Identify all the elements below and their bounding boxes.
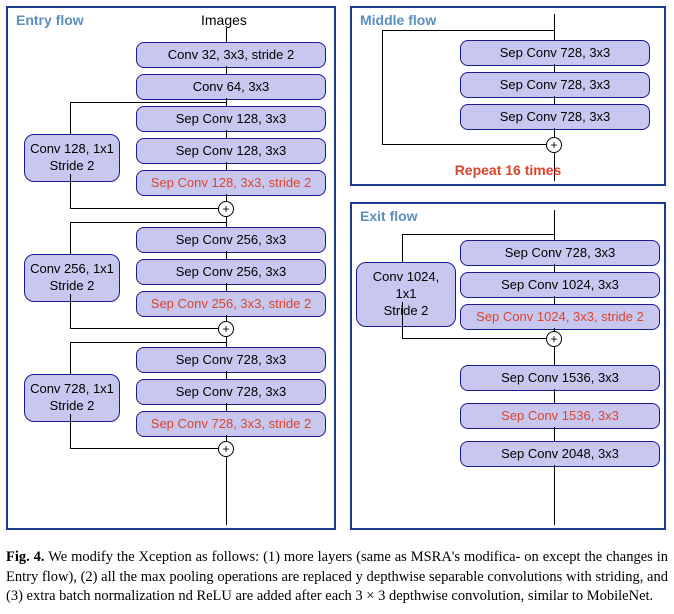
- line: [402, 234, 403, 262]
- line: [226, 251, 227, 259]
- block-sep256s: Sep Conv 256, 3x3, stride 2: [136, 291, 326, 317]
- side-conv1024: Conv 1024, 1x1 Stride 2: [356, 262, 456, 327]
- line: [554, 465, 555, 525]
- line: [70, 102, 226, 103]
- line: [226, 403, 227, 411]
- line: [402, 234, 554, 235]
- line: [226, 337, 227, 347]
- mid-block-c: Sep Conv 728, 3x3: [460, 104, 650, 130]
- middle-flow-title: Middle flow: [360, 12, 436, 28]
- plus-icon: +: [218, 441, 234, 457]
- line: [70, 174, 71, 208]
- block-sep128b: Sep Conv 128, 3x3: [136, 138, 326, 164]
- mid-block-b: Sep Conv 728, 3x3: [460, 72, 650, 98]
- exit-block-sep1024s: Sep Conv 1024, 3x3, stride 2: [460, 304, 660, 330]
- line: [226, 66, 227, 74]
- line: [554, 427, 555, 441]
- plus-icon: +: [218, 201, 234, 217]
- line: [226, 130, 227, 138]
- exit-block-sep2048: Sep Conv 2048, 3x3: [460, 441, 660, 467]
- caption-text: We modify the Xception as follows: (1) m…: [6, 549, 668, 604]
- line: [554, 64, 555, 72]
- line: [70, 222, 226, 223]
- line: [70, 208, 218, 209]
- exit-block-sep728: Sep Conv 728, 3x3: [460, 240, 660, 266]
- line: [554, 389, 555, 403]
- plus-icon: +: [546, 137, 562, 153]
- side-conv728: Conv 728, 1x1 Stride 2: [24, 374, 120, 422]
- plus-icon: +: [218, 321, 234, 337]
- block-conv32: Conv 32, 3x3, stride 2: [136, 42, 326, 68]
- line: [554, 347, 555, 365]
- line: [226, 217, 227, 227]
- plus-icon: +: [546, 331, 562, 347]
- block-sep128a: Sep Conv 128, 3x3: [136, 106, 326, 132]
- side-conv128: Conv 128, 1x1 Stride 2: [24, 134, 120, 182]
- exit-flow-title: Exit flow: [360, 208, 418, 224]
- line: [382, 30, 554, 31]
- exit-block-sep1536: Sep Conv 1536, 3x3: [460, 365, 660, 391]
- block-sep128s: Sep Conv 128, 3x3, stride 2: [136, 170, 326, 196]
- line: [226, 371, 227, 379]
- side-conv256: Conv 256, 1x1 Stride 2: [24, 254, 120, 302]
- block-sep728b: Sep Conv 728, 3x3: [136, 379, 326, 405]
- line: [554, 14, 555, 40]
- block-sep728a: Sep Conv 728, 3x3: [136, 347, 326, 373]
- line: [554, 296, 555, 304]
- repeat-label: Repeat 16 times: [438, 162, 578, 178]
- line: [70, 222, 71, 254]
- line: [70, 102, 71, 134]
- line: [382, 144, 546, 145]
- exit-block-sep1536r: Sep Conv 1536, 3x3: [460, 403, 660, 429]
- line: [226, 28, 227, 42]
- mid-block-a: Sep Conv 728, 3x3: [460, 40, 650, 66]
- block-sep256a: Sep Conv 256, 3x3: [136, 227, 326, 253]
- line: [402, 302, 403, 338]
- line: [554, 96, 555, 104]
- diagram-area: Entry flow Images Conv 32, 3x3, stride 2…: [6, 6, 668, 536]
- line: [70, 342, 71, 374]
- line: [70, 342, 226, 343]
- line: [70, 414, 71, 448]
- line: [226, 457, 227, 525]
- line: [226, 162, 227, 170]
- line: [382, 30, 383, 144]
- exit-block-sep1024: Sep Conv 1024, 3x3: [460, 272, 660, 298]
- line: [70, 294, 71, 328]
- line: [70, 328, 218, 329]
- block-conv64: Conv 64, 3x3: [136, 74, 326, 100]
- line: [70, 448, 218, 449]
- entry-flow-title: Entry flow: [16, 12, 84, 28]
- line: [226, 98, 227, 106]
- block-sep728s: Sep Conv 728, 3x3, stride 2: [136, 411, 326, 437]
- images-label: Images: [201, 12, 247, 28]
- line: [402, 338, 546, 339]
- line: [226, 283, 227, 291]
- caption-fig-label: Fig. 4.: [6, 549, 45, 565]
- block-sep256b: Sep Conv 256, 3x3: [136, 259, 326, 285]
- line: [554, 210, 555, 240]
- line: [554, 264, 555, 272]
- figure-caption: Fig. 4. We modify the Xception as follow…: [6, 548, 668, 607]
